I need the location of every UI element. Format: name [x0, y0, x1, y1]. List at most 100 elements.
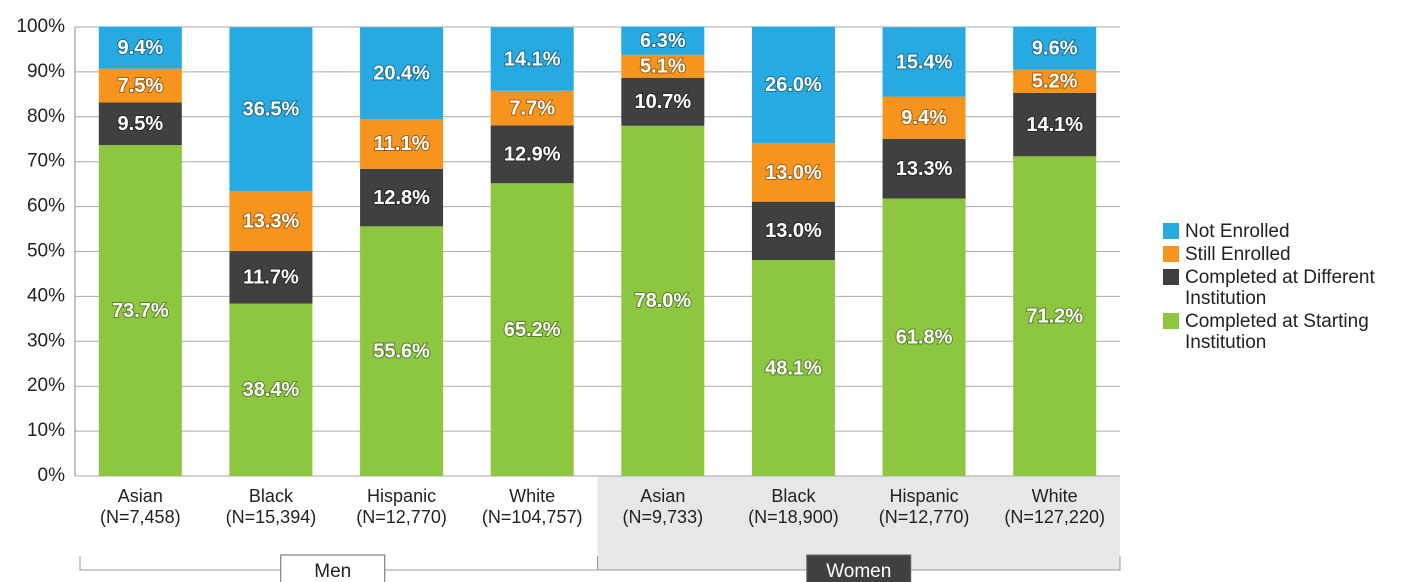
- bar-segment: [751, 260, 835, 476]
- bar-segment: [751, 201, 835, 261]
- value-label: 71.2%: [1026, 305, 1083, 327]
- value-label: 14.1%: [504, 48, 561, 70]
- value-label: 65.2%: [504, 319, 561, 341]
- x-tick-label: (N=104,757): [482, 507, 583, 527]
- x-tick-label: Hispanic: [367, 486, 436, 506]
- group-box: [280, 554, 386, 582]
- y-tick-label: 10%: [27, 420, 65, 441]
- x-tick-label: (N=9,733): [623, 507, 704, 527]
- bar-segment: [98, 102, 182, 146]
- x-tick-label: (N=18,900): [748, 507, 839, 527]
- x-tick-label: Asian: [118, 486, 163, 506]
- bar-segment: [490, 27, 574, 91]
- legend-label: Not Enrolled: [1185, 221, 1290, 242]
- legend-label: Still Enrolled: [1185, 244, 1291, 265]
- x-tick-label: (N=15,394): [226, 507, 317, 527]
- y-tick-label: 0%: [38, 465, 66, 486]
- bar-segment: [751, 26, 835, 144]
- bar-segment: [1013, 156, 1097, 476]
- value-label: 12.8%: [373, 187, 430, 209]
- value-label: 13.3%: [896, 158, 953, 180]
- bar-segment: [621, 77, 705, 126]
- x-tick-label: (N=127,220): [1004, 507, 1105, 527]
- value-label: 14.1%: [1026, 114, 1083, 136]
- value-label: 12.9%: [504, 144, 561, 166]
- value-label: 9.4%: [901, 107, 947, 129]
- bar-segment: [98, 26, 182, 69]
- bar-segment: [621, 54, 705, 78]
- value-label: 10.7%: [634, 91, 691, 113]
- value-label: 73.7%: [112, 300, 169, 322]
- bar-segment: [229, 251, 313, 304]
- bar-segment: [98, 145, 182, 476]
- value-label: 11.1%: [374, 133, 430, 155]
- bar-segment: [490, 125, 574, 184]
- value-label: 5.2%: [1032, 71, 1078, 93]
- x-tick-label: Black: [771, 486, 816, 506]
- group-box: [806, 554, 912, 582]
- x-tick-label: (N=7,458): [100, 507, 181, 527]
- value-label: 38.4%: [243, 379, 300, 401]
- value-label: 7.7%: [509, 97, 555, 119]
- legend-swatch: [1163, 246, 1179, 262]
- bar-segment: [360, 226, 444, 476]
- value-label: 78.0%: [634, 290, 691, 312]
- value-label: 5.1%: [640, 56, 686, 78]
- group-background: [597, 476, 1120, 570]
- bar-segment: [360, 27, 444, 120]
- value-label: 7.5%: [118, 75, 164, 97]
- value-label: 9.6%: [1032, 37, 1078, 59]
- x-tick-label: Asian: [640, 486, 685, 506]
- bar-segment: [229, 191, 313, 252]
- bar-segment: [229, 27, 313, 192]
- legend-label: Completed at Starting Institution: [1185, 311, 1369, 353]
- value-label: 13.3%: [243, 210, 300, 232]
- y-tick-label: 60%: [27, 196, 65, 217]
- value-label: 11.7%: [243, 267, 299, 289]
- value-label: 9.5%: [118, 113, 164, 135]
- bar-segment: [98, 68, 182, 103]
- y-tick-label: 100%: [16, 16, 65, 37]
- value-label: 20.4%: [373, 63, 430, 85]
- bar-segment: [882, 198, 966, 476]
- x-tick-label: White: [1032, 486, 1078, 506]
- bar-segment: [621, 26, 705, 55]
- value-label: 13.0%: [765, 220, 822, 242]
- legend-item: Not Enrolled: [1163, 221, 1418, 242]
- bar-segment: [621, 125, 705, 476]
- x-tick-label: (N=12,770): [356, 507, 447, 527]
- legend-item: Completed at Starting Institution: [1163, 311, 1418, 353]
- bar-segment: [1013, 26, 1097, 70]
- x-tick-label: Hispanic: [890, 486, 959, 506]
- value-label: 48.1%: [765, 357, 822, 379]
- y-tick-label: 40%: [27, 285, 65, 306]
- bar-segment: [490, 90, 574, 126]
- bar-segment: [751, 143, 835, 202]
- value-label: 15.4%: [896, 51, 953, 73]
- legend-item: Completed at Different Institution: [1163, 267, 1418, 309]
- y-tick-label: 50%: [27, 241, 65, 262]
- legend-swatch: [1163, 313, 1179, 329]
- value-label: 55.6%: [373, 340, 430, 362]
- bar-segment: [229, 303, 313, 476]
- bar-segment: [360, 119, 444, 169]
- bar-segment: [1013, 69, 1097, 94]
- value-label: 36.5%: [243, 99, 300, 121]
- legend-label: Completed at Different Institution: [1185, 267, 1375, 309]
- value-label: 9.4%: [118, 37, 164, 59]
- bar-segment: [490, 183, 574, 476]
- legend-item: Still Enrolled: [1163, 244, 1418, 265]
- value-label: 6.3%: [640, 30, 686, 52]
- group-label: Men: [314, 561, 351, 582]
- x-tick-label: Black: [249, 486, 294, 506]
- bar-segment: [1013, 93, 1097, 157]
- legend-swatch: [1163, 269, 1179, 285]
- x-tick-label: White: [509, 486, 555, 506]
- value-label: 61.8%: [896, 327, 953, 349]
- bar-segment: [882, 138, 966, 199]
- y-tick-label: 80%: [27, 106, 65, 127]
- x-tick-label: (N=12,770): [879, 507, 970, 527]
- group-label: Women: [826, 561, 891, 582]
- bar-segment: [360, 168, 444, 227]
